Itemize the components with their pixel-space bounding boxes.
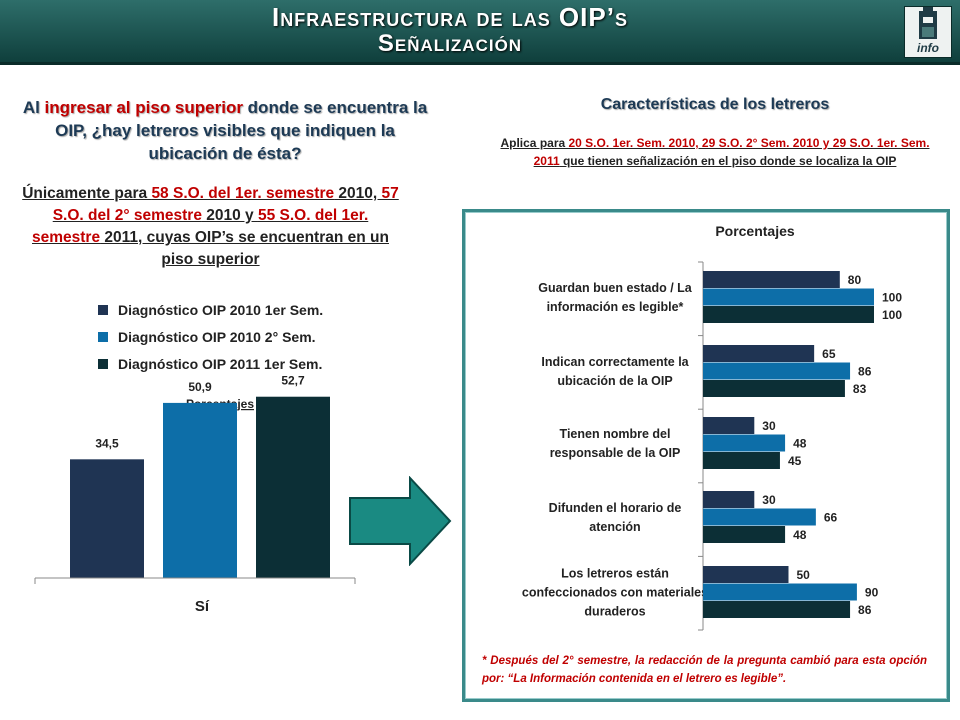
legend-label: Diagnóstico OIP 2010 2° Sem. [118, 328, 316, 345]
data-label: 48 [793, 528, 807, 542]
data-label: 34,5 [95, 436, 119, 450]
bar [703, 566, 789, 583]
data-label: 90 [865, 585, 879, 599]
bar [703, 601, 851, 618]
legend-swatch [98, 304, 108, 315]
bar [703, 380, 845, 397]
data-label: 30 [762, 493, 776, 507]
category-label: Tienen nombre del [560, 427, 671, 441]
legend-swatch [98, 358, 108, 369]
bar [163, 402, 237, 578]
page-subtitle: Señalización [377, 30, 523, 57]
category-label: atención [589, 520, 640, 534]
chart-title: Porcentajes [715, 223, 795, 239]
legend-label: Diagnóstico OIP 2010 1er Sem. [118, 301, 324, 318]
category-label: Los letreros están [561, 566, 669, 580]
left-note: Únicamente para 58 S.O. del 1er. semestr… [18, 183, 403, 271]
legend-item: Diagnóstico OIP 2010 2° Sem. [98, 323, 323, 350]
category-label: información es legible* [547, 300, 684, 314]
data-label: 65 [822, 347, 836, 361]
bar [703, 306, 874, 323]
bar [70, 459, 144, 578]
category-label: Difunden el horario de [549, 501, 682, 515]
data-label: 100 [882, 308, 902, 322]
left-question: Al ingresar al piso superior donde se en… [20, 96, 430, 165]
right-subtitle: Aplica para 20 S.O. 1er. Sem. 2010, 29 S… [490, 134, 940, 170]
bar [256, 396, 330, 578]
svg-text:info: info [917, 41, 939, 55]
bar [703, 417, 755, 434]
note-part: 2011, cuyas OIP’s se encuentran en un pi… [100, 229, 389, 268]
note-highlight: 55 S.O. del 1er. semestre [32, 207, 369, 246]
note-highlight: 58 S.O. del 1er. semestre [151, 185, 335, 202]
chart-legend: Diagnóstico OIP 2010 1er Sem. Diagnóstic… [98, 296, 323, 377]
footnote-text: * Después del 2° semestre, la redacción … [482, 655, 927, 685]
note-part: 2010 y [201, 207, 258, 224]
data-label: 45 [788, 454, 802, 468]
subtitle-highlight: 20 S.O. 1er. Sem. 2010, 29 S.O. 2° Sem. … [533, 136, 930, 168]
page-title: Infraestructura de las OIP’s [272, 2, 628, 32]
data-label: 80 [848, 273, 862, 287]
question-part: Al [22, 98, 45, 117]
note-part: 2010, [334, 185, 382, 202]
right-bar-chart: Porcentajes Guardan buen estado / La infor… [522, 223, 902, 631]
subtitle-part: Aplica para [500, 136, 569, 150]
legend-item: Diagnóstico OIP 2011 1er Sem. [98, 350, 323, 377]
right-arrow-icon [349, 476, 452, 566]
category-label: ubicación de la OIP [557, 374, 672, 388]
footnote: * Después del 2° semestre, la redacción … [482, 652, 927, 688]
data-label: 50,9 [188, 380, 212, 394]
category-label: duraderos [584, 604, 645, 618]
bar [703, 508, 816, 526]
note-part: Únicamente para [22, 185, 152, 202]
question-highlight: ingresar al piso superior [44, 98, 243, 117]
bar [703, 583, 857, 601]
note-highlight: 57 S.O. del 2° semestre [52, 185, 399, 224]
bar [703, 491, 755, 508]
x-tick-label: Sí [195, 598, 210, 615]
data-label: 86 [858, 364, 872, 378]
subtitle-part: que tienen señalización en el piso donde… [559, 154, 897, 168]
legend-swatch [98, 331, 108, 342]
header-banner: Infraestructura de las OIP’s Señalizació… [0, 0, 960, 65]
bar [703, 288, 874, 306]
legend-label: Diagnóstico OIP 2011 1er Sem. [118, 355, 323, 372]
category-label: responsable de la OIP [550, 446, 681, 460]
data-label: 48 [793, 436, 807, 450]
legend-item: Diagnóstico OIP 2010 1er Sem. [98, 296, 323, 323]
data-label: 100 [882, 290, 902, 304]
info-logo: info [904, 6, 952, 58]
bar [703, 362, 851, 380]
data-label: 66 [824, 510, 838, 524]
data-label: 30 [762, 419, 776, 433]
data-label: 50 [797, 568, 811, 582]
category-label: Guardan buen estado / La [538, 281, 693, 295]
category-label: confeccionados con materiales [522, 585, 708, 599]
right-title: Características de los letreros [600, 96, 830, 113]
data-label: 52,7 [281, 374, 305, 388]
data-label: 86 [858, 603, 872, 617]
bar [703, 526, 786, 543]
data-label: 83 [853, 382, 867, 396]
left-bar-chart: Porcentajes34,550,952,7Sí [34, 374, 356, 615]
bar [703, 345, 815, 362]
question-part: donde se encuentra la OIP, ¿hay letreros… [55, 98, 428, 163]
category-label: Indican correctamente la [541, 355, 689, 369]
bar [703, 452, 780, 469]
bar [703, 434, 786, 452]
bar [703, 271, 840, 288]
